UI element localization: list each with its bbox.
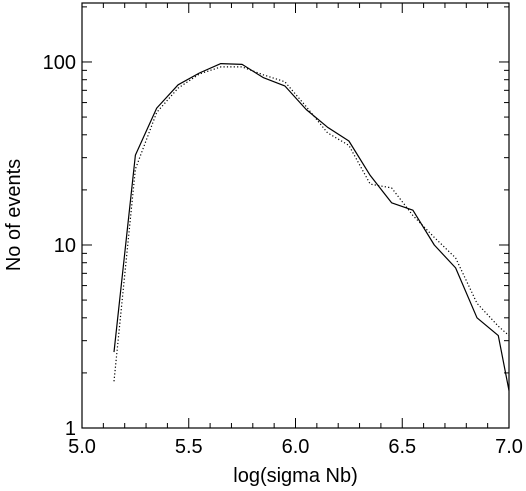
y-axis-label: No of events bbox=[3, 159, 25, 271]
series-line-solid bbox=[113, 62, 510, 391]
x-tick-label: 7.0 bbox=[495, 436, 523, 458]
x-tick-label: 5.5 bbox=[175, 436, 203, 458]
series-layer bbox=[113, 62, 510, 391]
x-axis-ticks: 5.0 5.5 6.0 6.5 7.0 bbox=[68, 3, 523, 458]
plot-frame bbox=[81, 2, 510, 429]
y-tick-label: 1 bbox=[65, 418, 76, 440]
y-axis-ticks: 1 10 100 bbox=[43, 6, 509, 440]
x-tick-label: 6.5 bbox=[388, 436, 416, 458]
series-line-dotted bbox=[113, 66, 510, 382]
y-tick-label: 10 bbox=[54, 235, 76, 257]
y-tick-label: 100 bbox=[43, 52, 76, 74]
x-axis-label: log(sigma Nb) bbox=[233, 465, 357, 487]
x-tick-label: 5.0 bbox=[68, 436, 96, 458]
x-tick-label: 6.0 bbox=[282, 436, 310, 458]
